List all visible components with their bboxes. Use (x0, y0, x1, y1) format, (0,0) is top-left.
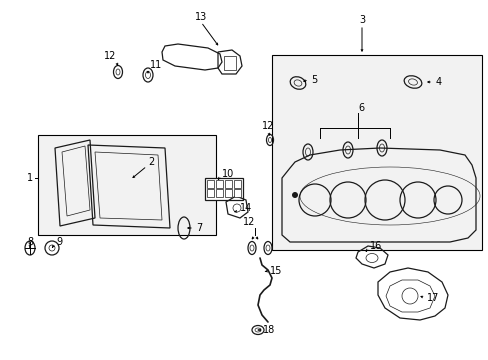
Text: 18: 18 (263, 325, 275, 335)
Text: 8: 8 (27, 237, 33, 247)
Text: 7: 7 (196, 223, 202, 233)
Text: 12: 12 (262, 121, 274, 131)
Bar (206, 189, 214, 197)
Text: 12: 12 (104, 51, 116, 61)
Circle shape (291, 192, 297, 198)
Text: 6: 6 (357, 103, 364, 113)
Bar (204, 178, 243, 200)
Bar (216, 189, 223, 197)
Text: 2: 2 (148, 157, 154, 167)
Bar (216, 180, 223, 188)
Text: 12: 12 (243, 217, 255, 227)
Text: 1: 1 (27, 173, 33, 183)
Text: 15: 15 (269, 266, 282, 276)
Bar (206, 180, 214, 188)
Text: 4: 4 (435, 77, 441, 87)
Bar (224, 56, 236, 70)
Text: 3: 3 (358, 15, 365, 25)
Bar (234, 180, 241, 188)
Text: 9: 9 (56, 237, 62, 247)
Text: 5: 5 (310, 75, 317, 85)
Bar (271, 55, 481, 250)
Bar (224, 180, 231, 188)
Text: 17: 17 (426, 293, 439, 303)
Bar (38, 135, 216, 235)
Text: 14: 14 (240, 203, 252, 213)
Text: 16: 16 (369, 241, 382, 251)
Text: 10: 10 (222, 169, 234, 179)
Bar (234, 189, 241, 197)
Text: 11: 11 (150, 60, 162, 70)
Bar (224, 189, 231, 197)
Text: 13: 13 (195, 12, 207, 22)
